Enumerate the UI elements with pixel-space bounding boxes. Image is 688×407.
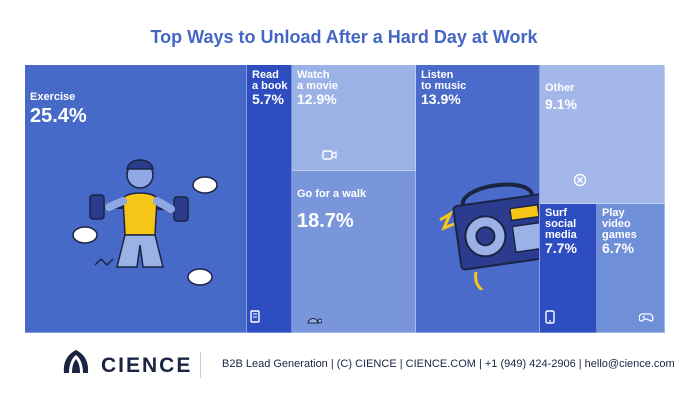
gamepad-icon: [639, 313, 654, 322]
brand-name: CIENCE: [101, 354, 193, 377]
treemap-tile: Play video games 6.7%: [597, 204, 665, 333]
turtle-icon: [307, 318, 322, 324]
treemap-tile: Surf social media 7.7%: [540, 204, 597, 333]
boombox-icon: [439, 182, 539, 290]
treemap-tile: Go for a walk 18.7%: [292, 171, 416, 333]
cience-logo-icon: [63, 350, 89, 373]
footer-info: B2B Lead Generation | (C) CIENCE | CIENC…: [222, 358, 675, 370]
tile-value: 6.7%: [602, 240, 634, 256]
tile-label: Play video games: [602, 207, 637, 241]
tile-value: 9.1%: [545, 96, 577, 112]
book-icon: [250, 310, 260, 323]
treemap-tile: Exercise 25.4%: [25, 65, 247, 333]
phone-icon: [545, 310, 555, 324]
tile-label: Go for a walk: [297, 188, 367, 200]
tile-label: Exercise: [30, 91, 76, 103]
treemap-tile: Listen to music 13.9%: [416, 65, 540, 333]
chart-title: Top Ways to Unload After a Hard Day at W…: [150, 27, 538, 47]
other-badge-icon: [573, 173, 587, 187]
treemap-tile: Other 9.1%: [540, 65, 665, 204]
tile-label: Surf social media: [545, 207, 577, 241]
tile-label: Watch a movie: [297, 69, 338, 92]
treemap-tile: Watch a movie 12.9%: [292, 65, 416, 171]
treemap: Exercise 25.4% Read a book 5.7% Watch a movi…: [25, 65, 665, 333]
video-camera-icon: [322, 150, 337, 160]
tile-value: 12.9%: [297, 91, 337, 107]
tile-label: Listen to music: [421, 69, 467, 92]
tile-value: 7.7%: [545, 240, 577, 256]
person-lifting-dumbbells-icon: [72, 159, 218, 286]
tile-value: 5.7%: [252, 91, 284, 107]
footer-divider: [200, 352, 201, 378]
tile-value: 18.7%: [297, 210, 354, 232]
tile-value: 25.4%: [30, 105, 87, 127]
treemap-tile: Read a book 5.7%: [247, 65, 292, 333]
tile-value: 13.9%: [421, 91, 461, 107]
tile-label: Read a book: [252, 69, 288, 92]
tile-label: Other: [545, 82, 575, 94]
